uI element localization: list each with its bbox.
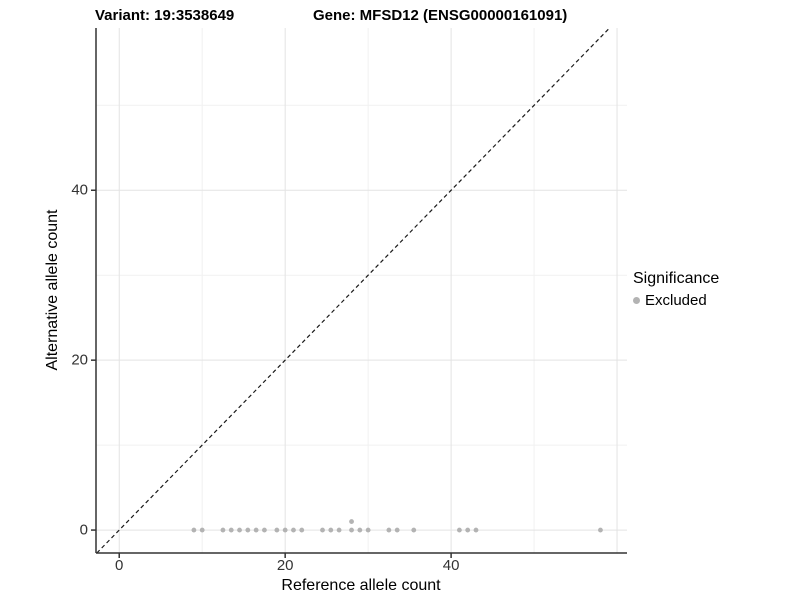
x-tick-label: 0: [115, 557, 124, 574]
data-point: [336, 527, 342, 533]
data-point: [245, 527, 251, 533]
variant-title: Variant: 19:3538649: [95, 7, 235, 24]
data-point: [473, 527, 479, 533]
data-point: [394, 527, 400, 533]
y-tick-label: 20: [71, 351, 88, 369]
data-point: [237, 527, 242, 533]
data-point: [411, 527, 417, 533]
gene-title: Gene: MFSD12 (ENSG00000161091): [313, 7, 568, 24]
legend-item-label: Excluded: [645, 292, 707, 309]
y-tick-label: 0: [79, 521, 88, 539]
data-point: [262, 527, 267, 533]
legend-title: Significance: [633, 270, 720, 287]
data-point: [598, 527, 603, 533]
x-tick-label: 40: [442, 557, 460, 574]
data-point: [199, 527, 205, 533]
legend-item-excluded: Excluded: [633, 292, 719, 309]
data-point: [220, 527, 226, 533]
y-axis-title: Alternative allele count: [44, 209, 61, 371]
data-point: [457, 527, 462, 533]
data-point: [320, 527, 325, 533]
data-point: [365, 527, 371, 533]
data-point: [191, 527, 197, 533]
data-point: [228, 527, 234, 533]
data-point: [349, 527, 354, 533]
data-point: [253, 527, 259, 533]
x-axis-title: Reference allele count: [281, 577, 441, 594]
data-point: [274, 527, 280, 533]
x-tick-label: 20: [276, 557, 294, 574]
data-point: [465, 527, 471, 533]
data-point: [291, 527, 296, 533]
identity-line: [96, 27, 611, 554]
y-tick-label: 40: [71, 181, 88, 199]
legend: Significance Excluded: [633, 270, 719, 309]
data-point: [282, 527, 288, 533]
data-point: [357, 527, 363, 533]
data-point: [386, 527, 392, 533]
data-point: [328, 527, 334, 533]
legend-point-icon: [633, 297, 640, 304]
data-point: [299, 527, 305, 533]
data-point: [349, 519, 354, 524]
